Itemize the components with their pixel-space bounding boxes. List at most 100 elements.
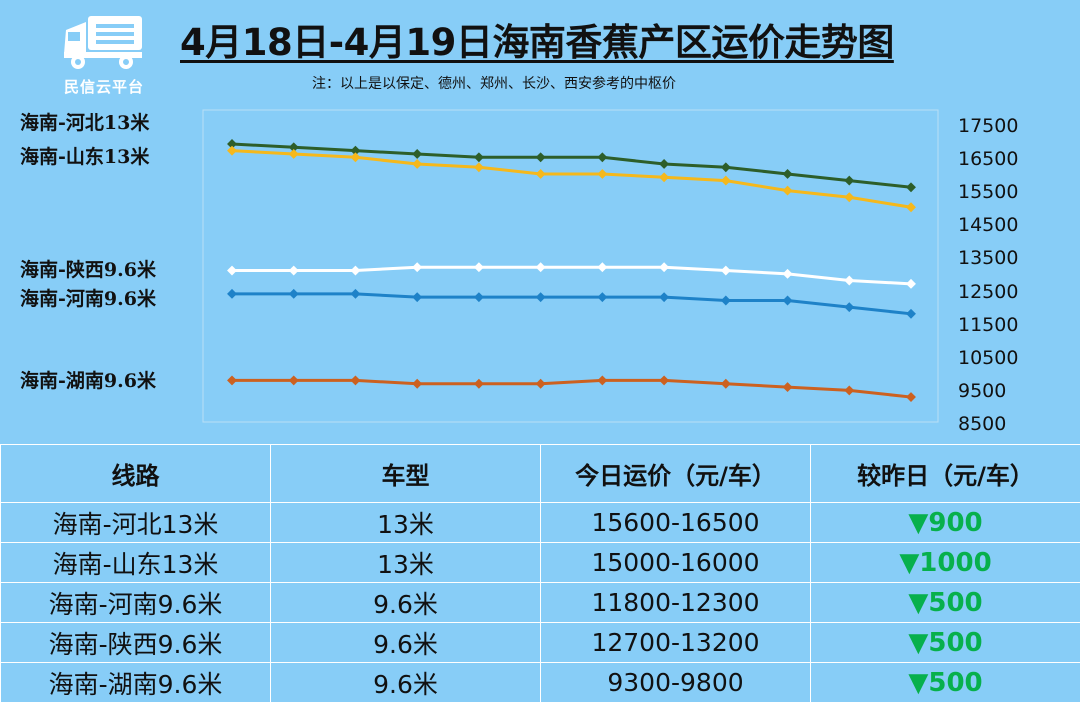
data-point — [536, 262, 546, 272]
y-tick-label: 13500 — [958, 247, 1018, 269]
series-label: 海南-湖南9.6米 — [20, 366, 156, 393]
data-point — [721, 266, 731, 276]
data-point — [412, 159, 422, 169]
data-point — [536, 292, 546, 302]
vehicle-cell: 9.6米 — [271, 623, 541, 663]
data-point — [289, 375, 299, 385]
data-point — [536, 169, 546, 179]
data-point — [659, 262, 669, 272]
data-point — [844, 276, 854, 286]
header-today-price: 今日运价（元/车） — [541, 445, 811, 503]
price-cell: 11800-12300 — [541, 583, 811, 623]
series-label: 海南-山东13米 — [20, 142, 149, 169]
data-point — [906, 309, 916, 319]
table-row: 海南-河北13米 13米 15600-16500 ▼900 — [1, 503, 1080, 543]
vehicle-cell: 13米 — [271, 503, 541, 543]
data-point — [721, 176, 731, 186]
data-point — [412, 379, 422, 389]
data-point — [536, 379, 546, 389]
y-tick-label: 9500 — [958, 380, 1006, 402]
data-point — [659, 172, 669, 182]
route-cell: 海南-陕西9.6米 — [1, 623, 271, 663]
data-point — [597, 169, 607, 179]
data-point — [844, 176, 854, 186]
data-point — [351, 375, 361, 385]
series-label: 海南-河南9.6米 — [20, 284, 156, 311]
table-row: 海南-陕西9.6米 9.6米 12700-13200 ▼500 — [1, 623, 1080, 663]
data-point — [597, 262, 607, 272]
data-point — [412, 149, 422, 159]
series-line — [232, 144, 911, 187]
change-cell: ▼500 — [811, 623, 1080, 663]
series-line — [232, 380, 911, 397]
data-point — [906, 279, 916, 289]
data-point — [721, 296, 731, 306]
table-row: 海南-山东13米 13米 15000-16000 ▼1000 — [1, 543, 1080, 583]
price-cell: 15600-16500 — [541, 503, 811, 543]
y-tick-label: 16500 — [958, 148, 1018, 170]
data-point — [227, 146, 237, 156]
data-point — [227, 266, 237, 276]
y-tick-label: 17500 — [958, 115, 1018, 137]
series-line — [232, 294, 911, 314]
header-route: 线路 — [1, 445, 271, 503]
data-point — [659, 292, 669, 302]
data-point — [844, 385, 854, 395]
data-point — [351, 289, 361, 299]
data-point — [412, 262, 422, 272]
data-point — [597, 292, 607, 302]
route-cell: 海南-河北13米 — [1, 503, 271, 543]
data-point — [783, 296, 793, 306]
y-tick-label: 8500 — [958, 413, 1006, 435]
price-cell: 12700-13200 — [541, 623, 811, 663]
vehicle-cell: 9.6米 — [271, 663, 541, 703]
data-point — [844, 192, 854, 202]
data-point — [474, 262, 484, 272]
table-header-row: 线路 车型 今日运价（元/车） 较昨日（元/车） — [1, 445, 1080, 503]
y-tick-label: 11500 — [958, 314, 1018, 336]
data-point — [597, 152, 607, 162]
data-point — [412, 292, 422, 302]
data-point — [906, 202, 916, 212]
data-point — [783, 382, 793, 392]
price-table: 线路 车型 今日运价（元/车） 较昨日（元/车） 海南-河北13米 13米 15… — [0, 444, 1080, 703]
y-tick-label: 14500 — [958, 214, 1018, 236]
y-tick-label: 12500 — [958, 281, 1018, 303]
series-line — [232, 267, 911, 284]
data-point — [906, 392, 916, 402]
route-cell: 海南-山东13米 — [1, 543, 271, 583]
data-point — [289, 266, 299, 276]
table-row: 海南-湖南9.6米 9.6米 9300-9800 ▼500 — [1, 663, 1080, 703]
route-cell: 海南-河南9.6米 — [1, 583, 271, 623]
series-line — [232, 151, 911, 208]
data-point — [351, 266, 361, 276]
data-point — [289, 289, 299, 299]
data-point — [536, 152, 546, 162]
data-point — [474, 379, 484, 389]
data-point — [597, 375, 607, 385]
y-tick-label: 15500 — [958, 181, 1018, 203]
header-vehicle: 车型 — [271, 445, 541, 503]
data-point — [906, 182, 916, 192]
header-change: 较昨日（元/车） — [811, 445, 1080, 503]
change-cell: ▼900 — [811, 503, 1080, 543]
data-point — [721, 162, 731, 172]
change-cell: ▼500 — [811, 663, 1080, 703]
route-cell: 海南-湖南9.6米 — [1, 663, 271, 703]
data-point — [659, 159, 669, 169]
change-cell: ▼500 — [811, 583, 1080, 623]
vehicle-cell: 13米 — [271, 543, 541, 583]
series-label: 海南-陕西9.6米 — [20, 255, 156, 282]
data-point — [474, 162, 484, 172]
data-point — [783, 186, 793, 196]
price-cell: 9300-9800 — [541, 663, 811, 703]
data-point — [289, 149, 299, 159]
vehicle-cell: 9.6米 — [271, 583, 541, 623]
line-chart: 1750016500155001450013500125001150010500… — [0, 0, 1080, 444]
table-row: 海南-河南9.6米 9.6米 11800-12300 ▼500 — [1, 583, 1080, 623]
data-point — [351, 152, 361, 162]
data-point — [227, 289, 237, 299]
data-point — [783, 169, 793, 179]
data-point — [844, 302, 854, 312]
data-point — [474, 152, 484, 162]
